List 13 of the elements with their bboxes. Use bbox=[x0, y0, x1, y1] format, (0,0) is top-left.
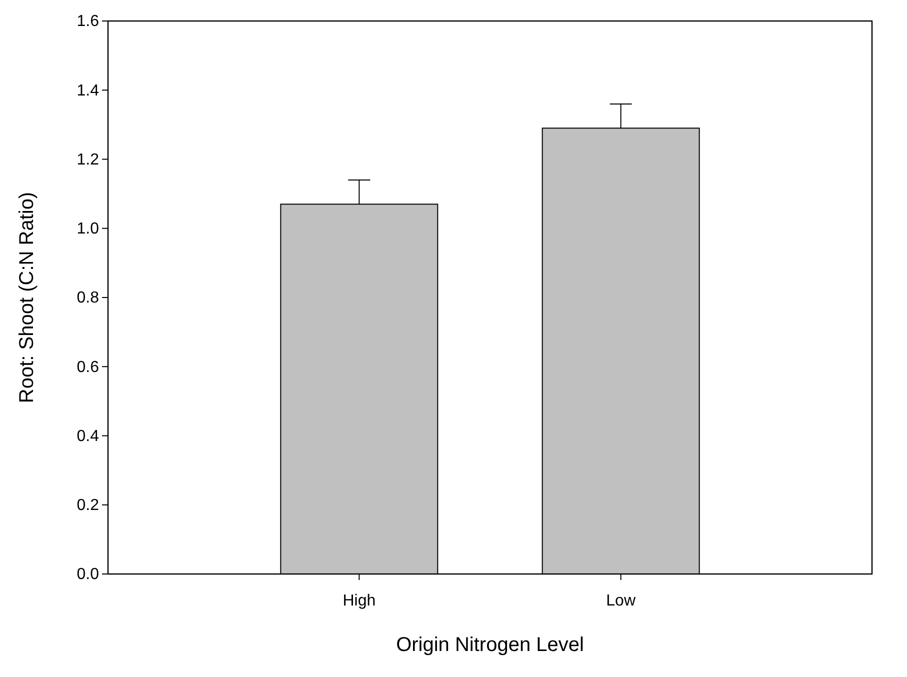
y-tick-label: 1.2 bbox=[76, 151, 100, 168]
y-tick-label: 0.6 bbox=[76, 358, 100, 376]
y-tick-label: 0.4 bbox=[76, 428, 100, 445]
y-tick-label: 1.4 bbox=[76, 82, 100, 100]
y-tick-label: 1.6 bbox=[76, 13, 100, 30]
y-tick-label: 1.0 bbox=[76, 220, 100, 238]
y-tick-label: 0.0 bbox=[76, 566, 100, 584]
x-tick-label: Low bbox=[606, 592, 636, 610]
x-tick-label: High bbox=[342, 592, 376, 610]
y-axis-title: Root: Shoot (C:N Ratio) bbox=[16, 192, 38, 404]
x-axis-title: Origin Nitrogen Level bbox=[396, 634, 584, 656]
y-tick-label: 0.2 bbox=[76, 496, 100, 514]
y-tick-label: 0.8 bbox=[76, 290, 100, 307]
